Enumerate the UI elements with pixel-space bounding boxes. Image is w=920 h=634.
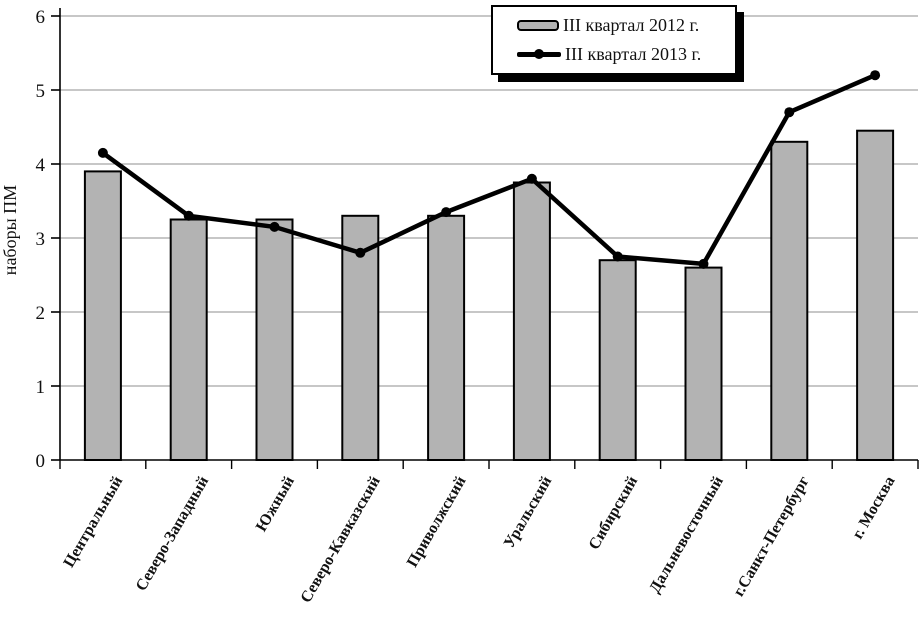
line-swatch-icon (517, 49, 561, 59)
legend: III квартал 2012 г. III квартал 2013 г. (491, 5, 737, 75)
y-axis-title: наборы ПМ (0, 185, 20, 275)
y-tick-label: 2 (36, 303, 46, 324)
category-label: Северо-Кавказский (298, 474, 384, 606)
category-label: Южный (253, 474, 298, 535)
y-tick-label: 6 (36, 7, 46, 28)
line-marker (355, 247, 366, 258)
bar (856, 129, 895, 461)
bar (684, 266, 723, 461)
bar (169, 218, 208, 461)
line-marker (612, 251, 623, 262)
category-label: Приволжский (404, 473, 470, 570)
bar (512, 181, 551, 461)
y-tick-label: 5 (36, 81, 46, 102)
line-marker (441, 207, 452, 218)
line-marker (97, 147, 108, 158)
y-tick-label: 0 (36, 451, 46, 472)
legend-label-2012: III квартал 2012 г. (563, 15, 700, 35)
legend-label-2013: III квартал 2013 г. (565, 44, 702, 64)
category-label: Сибирский (586, 474, 642, 553)
y-tick-label: 4 (36, 155, 46, 176)
category-label: Северо-Западный (133, 474, 212, 594)
line-marker (698, 258, 709, 269)
line-marker (526, 173, 537, 184)
line-marker (183, 210, 194, 221)
category-label: г.Санкт-Петербург (730, 474, 813, 600)
category-label: г. Москва (849, 474, 898, 543)
line-marker (269, 221, 280, 232)
legend-item-2013: III квартал 2013 г. (517, 43, 727, 65)
y-tick-label: 1 (36, 377, 46, 398)
legend-item-2012: III квартал 2012 г. (517, 14, 727, 36)
bar (427, 214, 466, 461)
line-marker (870, 70, 881, 81)
bar (255, 218, 294, 461)
bar-swatch-icon (517, 19, 559, 31)
bar (598, 259, 637, 462)
trend-line (101, 73, 876, 267)
y-tick-label: 3 (36, 229, 46, 250)
category-label: Уральский (501, 474, 556, 551)
bar (770, 140, 809, 462)
category-label: Центральный (61, 474, 127, 571)
marker-dot-icon (534, 49, 544, 59)
bar (83, 170, 122, 461)
line-marker (784, 107, 795, 118)
category-label: Дальневосточный (646, 474, 727, 597)
